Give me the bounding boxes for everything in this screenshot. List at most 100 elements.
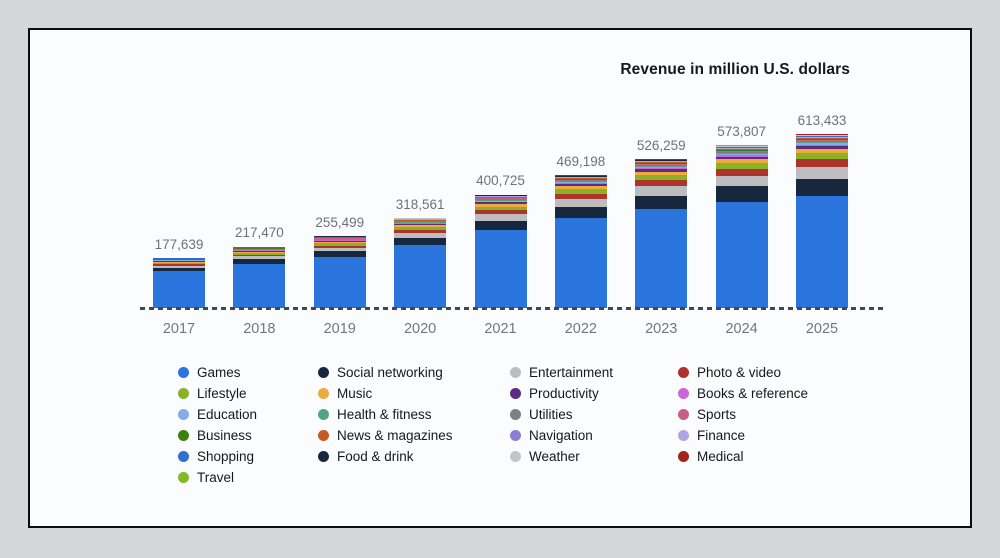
- segment-photo-video-2023[interactable]: [635, 179, 688, 187]
- segment-education-2024[interactable]: [715, 154, 768, 156]
- segment-social-networking-2017[interactable]: [153, 267, 205, 272]
- segment-food-drink-2022[interactable]: [554, 176, 607, 177]
- segment-photo-video-2019[interactable]: [313, 245, 366, 248]
- segment-finance-2022[interactable]: [554, 177, 607, 178]
- segment-business-2021[interactable]: [474, 197, 527, 199]
- segment-navigation-2023[interactable]: [635, 161, 688, 163]
- segment-productivity-2025[interactable]: [796, 146, 848, 149]
- segment-games-2019[interactable]: [313, 256, 366, 308]
- segment-food-drink-2025[interactable]: [796, 135, 848, 137]
- segment-music-2019[interactable]: [313, 241, 366, 244]
- segment-sports-2024[interactable]: [715, 150, 768, 152]
- segment-games-2025[interactable]: [796, 196, 848, 308]
- segment-sports-2021[interactable]: [474, 198, 527, 200]
- segment-utilities-2024[interactable]: [715, 151, 768, 153]
- segment-productivity-2020[interactable]: [394, 224, 447, 226]
- segment-business-2022[interactable]: [554, 178, 607, 180]
- segment-education-2025[interactable]: [796, 143, 848, 145]
- bar-2018[interactable]: [233, 246, 286, 308]
- segment-lifestyle-2017[interactable]: [153, 262, 205, 265]
- segment-navigation-2022[interactable]: [554, 177, 607, 179]
- segment-books-reference-2024[interactable]: [715, 155, 768, 157]
- segment-entertainment-2023[interactable]: [635, 186, 688, 196]
- segment-utilities-2020[interactable]: [394, 221, 447, 222]
- segment-health-fitness-2024[interactable]: [715, 152, 768, 155]
- segment-utilities-2022[interactable]: [554, 180, 607, 182]
- segment-sports-2020[interactable]: [394, 220, 447, 222]
- segment-photo-video-2018[interactable]: [233, 254, 286, 257]
- segment-news-magazines-2024[interactable]: [715, 149, 768, 151]
- segment-navigation-2021[interactable]: [474, 196, 527, 198]
- segment-photo-video-2017[interactable]: [153, 264, 205, 266]
- segment-music-2022[interactable]: [554, 186, 607, 190]
- bar-2025[interactable]: [796, 134, 848, 308]
- segment-navigation-2024[interactable]: [715, 148, 768, 150]
- segment-shopping-2022[interactable]: [554, 176, 607, 178]
- segment-social-networking-2019[interactable]: [313, 251, 366, 257]
- segment-entertainment-2022[interactable]: [554, 198, 607, 207]
- segment-books-reference-2019[interactable]: [313, 240, 366, 241]
- segment-utilities-2021[interactable]: [474, 199, 527, 200]
- segment-music-2024[interactable]: [715, 159, 768, 164]
- bar-2019[interactable]: [313, 235, 366, 308]
- segment-utilities-2025[interactable]: [796, 141, 848, 143]
- segment-social-networking-2018[interactable]: [233, 259, 286, 264]
- segment-photo-video-2021[interactable]: [474, 210, 527, 215]
- segment-books-reference-2018[interactable]: [233, 250, 286, 251]
- segment-photo-video-2025[interactable]: [796, 159, 848, 168]
- segment-games-2024[interactable]: [715, 201, 768, 308]
- segment-lifestyle-2023[interactable]: [635, 175, 688, 180]
- segment-weather-2025[interactable]: [796, 135, 848, 136]
- segment-health-fitness-2022[interactable]: [554, 181, 607, 183]
- segment-games-2023[interactable]: [635, 208, 688, 308]
- segment-music-2021[interactable]: [474, 204, 527, 207]
- segment-lifestyle-2025[interactable]: [796, 153, 848, 160]
- segment-games-2022[interactable]: [554, 218, 607, 308]
- segment-music-2025[interactable]: [796, 149, 848, 154]
- segment-games-2017[interactable]: [153, 271, 205, 308]
- segment-business-2023[interactable]: [635, 163, 688, 164]
- segment-utilities-2023[interactable]: [635, 164, 688, 166]
- segment-entertainment-2018[interactable]: [233, 256, 286, 260]
- segment-navigation-2025[interactable]: [796, 137, 848, 139]
- segment-entertainment-2025[interactable]: [796, 167, 848, 180]
- segment-entertainment-2024[interactable]: [715, 175, 768, 187]
- segment-lifestyle-2020[interactable]: [394, 227, 447, 231]
- segment-health-fitness-2025[interactable]: [796, 142, 848, 144]
- segment-entertainment-2020[interactable]: [394, 233, 447, 239]
- segment-productivity-2022[interactable]: [554, 184, 607, 187]
- segment-social-networking-2021[interactable]: [474, 220, 527, 230]
- segment-education-2022[interactable]: [554, 182, 607, 184]
- segment-books-reference-2022[interactable]: [554, 183, 607, 185]
- segment-books-reference-2025[interactable]: [796, 144, 848, 147]
- bar-2024[interactable]: [715, 145, 768, 308]
- segment-health-fitness-2023[interactable]: [635, 165, 688, 167]
- segment-productivity-2023[interactable]: [635, 169, 688, 172]
- segment-health-fitness-2020[interactable]: [394, 222, 447, 223]
- segment-music-2017[interactable]: [153, 261, 205, 263]
- segment-lifestyle-2022[interactable]: [554, 189, 607, 194]
- segment-finance-2023[interactable]: [635, 161, 688, 162]
- bar-2021[interactable]: [474, 194, 527, 308]
- segment-photo-video-2022[interactable]: [554, 193, 607, 199]
- segment-sports-2025[interactable]: [796, 139, 848, 142]
- bar-2023[interactable]: [635, 158, 688, 308]
- segment-food-drink-2024[interactable]: [715, 146, 768, 148]
- segment-news-magazines-2021[interactable]: [474, 197, 527, 198]
- segment-entertainment-2021[interactable]: [474, 214, 527, 221]
- segment-shopping-2024[interactable]: [715, 147, 768, 148]
- segment-lifestyle-2021[interactable]: [474, 206, 527, 211]
- segment-music-2020[interactable]: [394, 225, 447, 228]
- segment-news-magazines-2023[interactable]: [635, 162, 688, 164]
- segment-business-2025[interactable]: [796, 139, 848, 140]
- segment-sports-2023[interactable]: [635, 163, 688, 165]
- segment-games-2021[interactable]: [474, 229, 527, 308]
- segment-music-2018[interactable]: [233, 251, 286, 253]
- segment-news-magazines-2025[interactable]: [796, 138, 848, 140]
- segment-news-magazines-2022[interactable]: [554, 178, 607, 179]
- segment-social-networking-2023[interactable]: [635, 195, 688, 209]
- segment-books-reference-2023[interactable]: [635, 168, 688, 170]
- segment-health-fitness-2019[interactable]: [313, 239, 366, 240]
- segment-photo-video-2024[interactable]: [715, 168, 768, 176]
- segment-productivity-2021[interactable]: [474, 202, 527, 204]
